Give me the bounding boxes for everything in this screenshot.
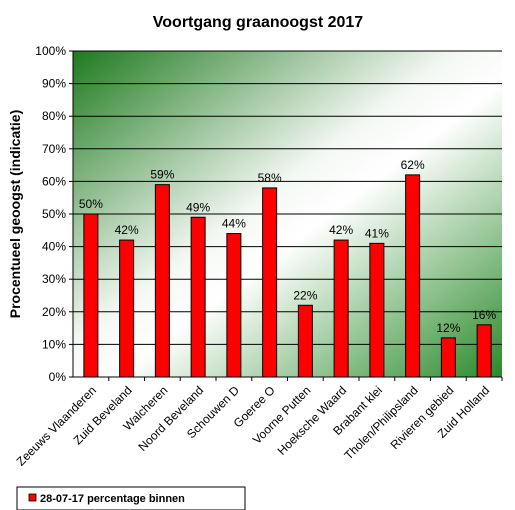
legend-swatch	[28, 493, 37, 502]
data-label: 62%	[401, 158, 425, 172]
bar	[262, 187, 278, 378]
data-label: 50%	[79, 197, 103, 211]
y-tick-label: 80%	[42, 109, 66, 123]
chart-title: Voortgang graanoogst 2017	[153, 14, 364, 31]
y-tick-label: 90%	[42, 77, 66, 91]
data-label: 16%	[472, 308, 496, 322]
y-tick-label: 30%	[42, 272, 66, 286]
data-label: 59%	[150, 168, 174, 182]
y-tick-label: 50%	[42, 207, 66, 221]
y-tick-label: 40%	[42, 240, 66, 254]
bar	[190, 216, 206, 378]
data-label: 42%	[329, 223, 353, 237]
bar	[154, 184, 170, 378]
y-tick-label: 0%	[49, 370, 67, 384]
data-labels: 50% 42% 59% 49% 44% 58% 22% 42% 41% 62% 12% 16%	[79, 158, 497, 335]
bar	[83, 213, 99, 378]
bar	[297, 304, 313, 378]
data-label: 49%	[186, 200, 210, 214]
y-tick-label: 70%	[42, 142, 66, 156]
legend-label: 28-07-17 percentage binnen	[40, 493, 185, 505]
data-label: 12%	[436, 321, 460, 335]
data-label: 22%	[293, 288, 317, 302]
legend-box	[16, 486, 246, 510]
bar	[226, 233, 242, 378]
bar	[119, 239, 135, 378]
data-label: 58%	[258, 171, 282, 185]
bar	[405, 174, 421, 378]
bar	[476, 324, 492, 378]
legend: 28-07-17 percentage binnen	[16, 486, 246, 510]
y-tick-label: 20%	[42, 305, 66, 319]
y-tick-label: 10%	[42, 337, 66, 351]
data-label: 44%	[222, 217, 246, 231]
x-tick-label: Rivieren gebied	[388, 383, 457, 452]
y-tick-label: 60%	[42, 174, 66, 188]
bar	[333, 239, 349, 378]
bar	[440, 337, 456, 378]
y-axis-label: Procentueel geoogst (indicatie)	[7, 110, 23, 318]
y-tick-label: 100%	[35, 44, 66, 58]
data-label: 42%	[115, 223, 139, 237]
bar	[369, 242, 385, 378]
bars	[83, 174, 492, 378]
gridlines	[73, 50, 502, 378]
data-label: 41%	[365, 226, 389, 240]
